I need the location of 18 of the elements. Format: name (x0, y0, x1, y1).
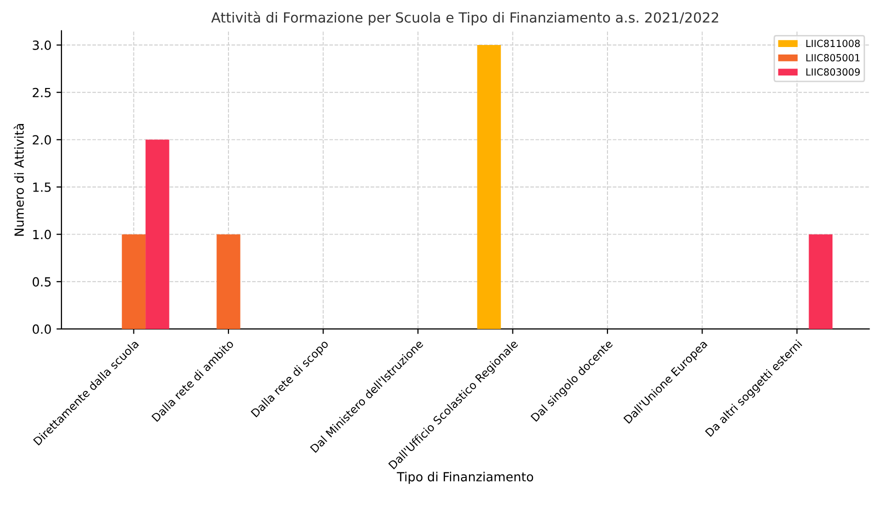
y-tick-label: 2.0 (32, 135, 51, 145)
bar (477, 45, 501, 329)
y-tick-label: 0.5 (32, 277, 51, 287)
y-tick-label: 0.0 (32, 324, 51, 334)
y-tick-label: 2.5 (32, 88, 51, 98)
bar (808, 234, 833, 329)
chart-title: Attività di Formazione per Scuola e Tipo di Finanziamento a.s. 2021/2022 (211, 11, 718, 26)
legend-label: LIIC805001 (806, 54, 860, 62)
bar (146, 140, 170, 329)
x-axis-title: Tipo di Finanziamento (396, 472, 534, 484)
bar (216, 234, 240, 329)
y-tick-label: 3.0 (32, 40, 51, 50)
legend-label: LIIC803009 (806, 68, 860, 76)
bar (122, 234, 146, 329)
y-tick-label: 1.5 (33, 182, 51, 192)
legend-label: LIIC811008 (806, 40, 860, 48)
y-tick-label: 1.0 (33, 230, 51, 240)
y-axis-title: Numero di Attività (14, 124, 24, 236)
